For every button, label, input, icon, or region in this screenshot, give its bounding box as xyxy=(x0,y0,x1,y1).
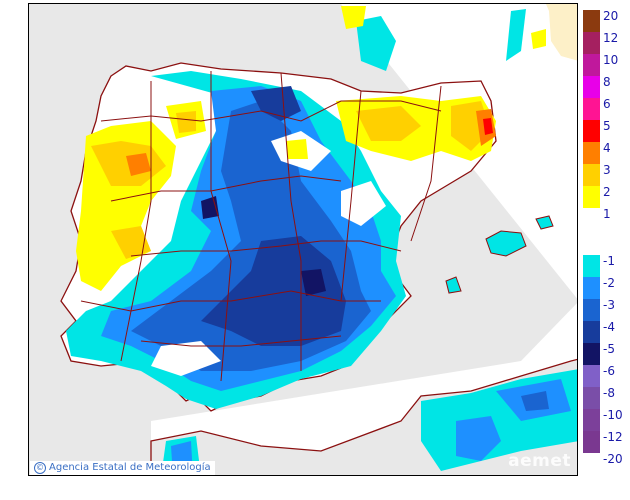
legend-swatch-m12 xyxy=(583,431,600,453)
aemet-logo: aemet xyxy=(508,451,571,471)
legend-swatch-3 xyxy=(583,164,600,186)
legend-swatch-m3 xyxy=(583,299,600,321)
legend-swatch-5 xyxy=(583,120,600,142)
legend-swatch-8 xyxy=(583,76,600,98)
legend-swatch-m6 xyxy=(583,365,600,387)
credit-label: © Agencia Estatal de Meteorología xyxy=(30,461,215,475)
legend-label: 10 xyxy=(603,53,619,67)
legend-label: -3 xyxy=(603,298,615,312)
legend-label: -6 xyxy=(603,364,615,378)
legend-label: -12 xyxy=(603,430,623,444)
legend-swatch-m4 xyxy=(583,321,600,343)
legend-swatch-m2 xyxy=(583,277,600,299)
legend-label: -4 xyxy=(603,320,615,334)
legend-label: -5 xyxy=(603,342,615,356)
legend-swatch-m10 xyxy=(583,409,600,431)
legend-label: 5 xyxy=(603,119,611,133)
legend-label: 20 xyxy=(603,9,619,23)
map-canvas xyxy=(29,4,577,475)
legend-label: -10 xyxy=(603,408,623,422)
legend-label: 3 xyxy=(603,163,611,177)
legend-label: 8 xyxy=(603,75,611,89)
legend-swatch-10 xyxy=(583,54,600,76)
legend-label: -8 xyxy=(603,386,615,400)
legend-label: 1 xyxy=(603,207,611,221)
legend-swatch-2 xyxy=(583,186,600,208)
legend-label: 6 xyxy=(603,97,611,111)
legend-label: 12 xyxy=(603,31,619,45)
legend-swatch-20 xyxy=(583,10,600,32)
anomaly-map[interactable]: © Agencia Estatal de Meteorología aemet xyxy=(28,3,578,476)
legend-swatch-4 xyxy=(583,142,600,164)
color-legend: 20 12 10 8 6 5 4 3 2 1 -1 -2 -3 -4 -5 -6… xyxy=(583,10,628,480)
legend-swatch-m1 xyxy=(583,255,600,277)
copyright-icon: © xyxy=(34,462,46,474)
legend-swatch-12 xyxy=(583,32,600,54)
credit-text: Agencia Estatal de Meteorología xyxy=(49,462,211,473)
legend-label: -2 xyxy=(603,276,615,290)
legend-swatch-m5 xyxy=(583,343,600,365)
legend-label: -20 xyxy=(603,452,623,466)
legend-swatch-m8 xyxy=(583,387,600,409)
legend-label: 2 xyxy=(603,185,611,199)
legend-label: 4 xyxy=(603,141,611,155)
legend-swatch-6 xyxy=(583,98,600,120)
legend-label: -1 xyxy=(603,254,615,268)
